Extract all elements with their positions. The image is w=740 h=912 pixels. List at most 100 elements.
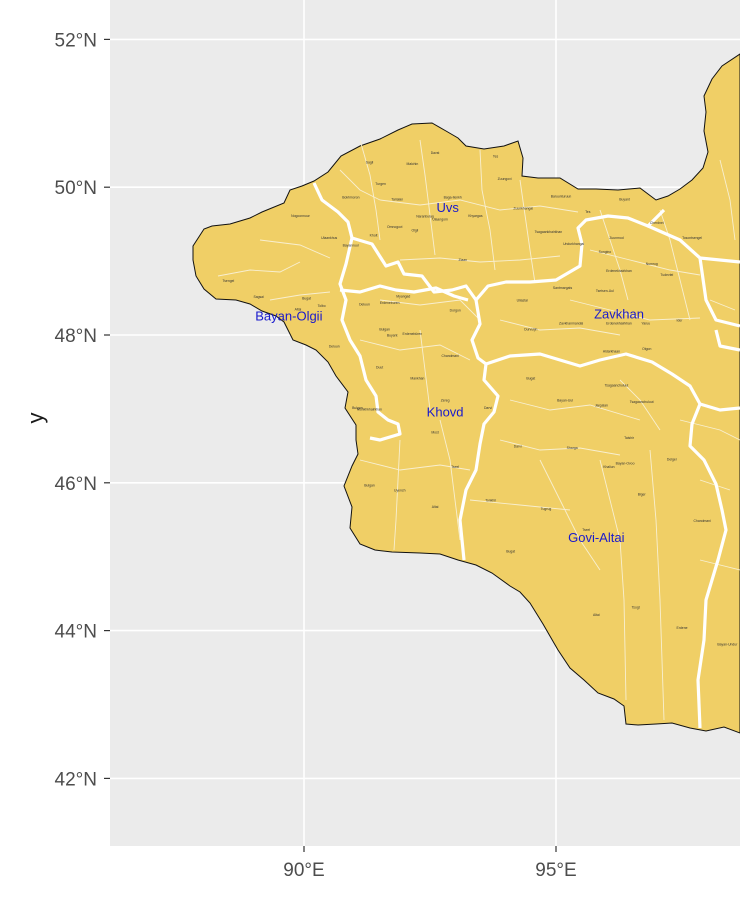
district-label: Darvi bbox=[514, 444, 522, 448]
province-label: Uvs bbox=[436, 200, 459, 215]
district-label: Olgii bbox=[411, 229, 418, 233]
district-label: Tseel bbox=[451, 465, 459, 469]
district-label: Biger bbox=[638, 492, 647, 496]
district-label: Tsagaanchuluut bbox=[605, 384, 629, 388]
district-label: Bugat bbox=[526, 376, 535, 380]
district-label: Bulgan bbox=[364, 483, 375, 487]
district-label: Sagsai bbox=[253, 295, 264, 299]
district-label: Bugat bbox=[506, 549, 515, 553]
district-label: Uliastai bbox=[517, 299, 528, 303]
district-label: Erdene bbox=[677, 626, 688, 630]
district-label: Tsengel bbox=[223, 279, 235, 283]
district-label: Khyargas bbox=[468, 214, 483, 218]
district-label: Tolbo bbox=[318, 304, 326, 308]
district-label: Ider bbox=[677, 319, 684, 323]
district-label: Erdenebüren bbox=[403, 332, 423, 336]
district-label: Uyench bbox=[394, 489, 406, 493]
district-label: Altai bbox=[432, 505, 439, 509]
district-label: Bulgan bbox=[352, 406, 363, 410]
district-label: Tsetsen-Uul bbox=[596, 289, 614, 293]
district-label: Zuunmod bbox=[609, 236, 623, 240]
district-label: Jargalan bbox=[595, 404, 608, 408]
district-label: Deluun bbox=[329, 345, 340, 349]
district-label: Cherdnei bbox=[650, 221, 664, 225]
district-label: Bayannuur bbox=[343, 243, 360, 247]
district-label: Tsogt bbox=[632, 605, 640, 609]
lat-tick-label: 50°N bbox=[55, 178, 97, 199]
district-label: Baga-Ilenkh bbox=[444, 195, 462, 199]
district-label: Omnogovi bbox=[387, 225, 403, 229]
district-label: Munkhkhairkhan bbox=[357, 407, 382, 411]
province-label: Bayan-Olgii bbox=[255, 309, 322, 324]
district-label: Duut bbox=[376, 365, 383, 369]
district-label: Tes bbox=[585, 210, 591, 214]
district-label: Chandmani bbox=[441, 354, 459, 358]
district-label: Tosontsengel bbox=[682, 236, 702, 240]
district-label: Tsagaankhairkhan bbox=[535, 230, 563, 234]
district-label: Bayan-Uul bbox=[557, 399, 573, 403]
district-label: Tsagaanchuluut bbox=[630, 400, 654, 404]
district-label: Altai bbox=[593, 613, 600, 617]
district-label: Bayan-Ovoo bbox=[616, 461, 635, 465]
district-label: Bugat bbox=[302, 297, 311, 301]
district-label: Taishir bbox=[624, 436, 635, 440]
longitude-axis: 90°E 95°E bbox=[283, 846, 577, 881]
district-label: Buyant bbox=[387, 333, 398, 337]
district-label: Numrug bbox=[646, 262, 658, 266]
province-boundaries bbox=[312, 182, 740, 729]
district-label: Ziaan bbox=[459, 258, 468, 262]
district-label: Myangad bbox=[396, 294, 410, 298]
district-label: Tudevtei bbox=[660, 273, 673, 277]
district-label: Mankhan bbox=[410, 376, 424, 380]
lat-tick-label: 42°N bbox=[55, 769, 97, 790]
district-label: Sagil bbox=[366, 161, 374, 165]
lon-tick-label: 95°E bbox=[535, 860, 576, 881]
district-label: Delger bbox=[667, 458, 678, 462]
province-label: Khovd bbox=[427, 405, 464, 420]
district-label: Erdenekhairkhan bbox=[606, 269, 632, 273]
district-label: Aldarkhaan bbox=[603, 350, 620, 354]
district-label: Baruunturuun bbox=[551, 195, 572, 199]
district-label: Darvi bbox=[484, 406, 492, 410]
district-label: Santmargats bbox=[553, 286, 573, 290]
district-label: Songino bbox=[599, 250, 612, 254]
district-label: Most bbox=[431, 430, 438, 434]
district-label: Tarialan bbox=[391, 198, 403, 202]
district-label: Erdenekhairkhan bbox=[606, 322, 632, 326]
lon-tick-label: 90°E bbox=[283, 860, 324, 881]
latitude-axis: 52°N 50°N 48°N 46°N 44°N 42°N bbox=[55, 30, 110, 790]
district-label: Bayan-Undur bbox=[717, 642, 738, 646]
district-label: Tonkhil bbox=[485, 498, 496, 502]
district-boundaries bbox=[217, 139, 740, 721]
district-label: Dorgon bbox=[450, 308, 461, 312]
district-label: Buyant bbox=[619, 198, 630, 202]
lat-tick-label: 52°N bbox=[55, 30, 97, 51]
district-label: Undurkhangai bbox=[563, 242, 584, 246]
district-label: Zavkhanmandal bbox=[559, 322, 583, 326]
district-label: Otgon bbox=[642, 347, 651, 351]
district-label: Malchin bbox=[407, 162, 419, 166]
district-label: Ulaangom bbox=[432, 217, 448, 221]
map-land bbox=[192, 53, 740, 734]
district-label: Tugrug bbox=[541, 507, 552, 511]
district-label: Sharga bbox=[567, 446, 578, 450]
land-fill bbox=[192, 53, 740, 734]
district-label: Altai bbox=[295, 308, 302, 312]
province-labels: Uvs Bayan-Olgii Zavkhan Khovd Govi-Altai bbox=[255, 200, 644, 545]
district-label: Naranbulag bbox=[416, 214, 434, 218]
district-label: Bokhmoron bbox=[342, 195, 359, 199]
lat-tick-label: 44°N bbox=[55, 622, 97, 643]
district-label: Erdeneburen bbox=[380, 301, 400, 305]
district-label: Deluun bbox=[359, 302, 370, 306]
district-label: Durvuljin bbox=[524, 328, 537, 332]
district-label: Khaliun bbox=[603, 465, 614, 469]
district-label: Davst bbox=[431, 151, 440, 155]
y-axis-title: y bbox=[23, 413, 48, 424]
district-label: Kholt bbox=[370, 234, 378, 238]
district-label: Nogoonnuur bbox=[291, 214, 311, 218]
district-label: Tseel bbox=[582, 528, 590, 532]
district-label: Zuunkhangai bbox=[513, 206, 533, 210]
district-label: Zuungovi bbox=[498, 177, 512, 181]
district-label: Yaruu bbox=[641, 322, 650, 326]
